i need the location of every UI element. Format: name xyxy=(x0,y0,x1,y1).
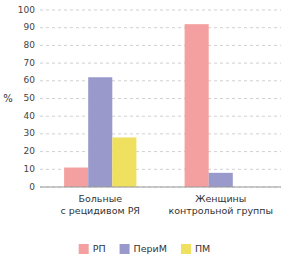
bar xyxy=(88,77,112,187)
grid-line xyxy=(40,133,281,134)
grid-line xyxy=(40,80,281,81)
grid-line xyxy=(40,45,281,46)
x-axis xyxy=(40,187,281,188)
bars xyxy=(64,24,233,187)
legend-swatch xyxy=(120,244,130,254)
y-tick-label: 20 xyxy=(24,146,36,156)
y-tick-label: 70 xyxy=(24,58,36,68)
y-axis-label: % xyxy=(3,93,13,104)
legend-swatch xyxy=(79,244,89,254)
legend-swatch xyxy=(181,244,191,254)
grid-line xyxy=(40,98,281,99)
y-tick-label: 50 xyxy=(24,93,36,103)
x-tick-label: Женщиныконтрольной группы xyxy=(168,193,273,216)
y-tick-label: 100 xyxy=(18,5,35,15)
legend-label: РП xyxy=(93,243,106,254)
y-tick-label: 60 xyxy=(24,75,36,85)
y-tick-label: 80 xyxy=(24,40,36,50)
bar xyxy=(112,137,136,187)
x-tick-label: Больныес рецидивом РЯ xyxy=(61,193,140,216)
grid-line xyxy=(40,151,281,152)
grid-line xyxy=(40,27,281,28)
grid-line xyxy=(40,63,281,64)
y-tick-label: 0 xyxy=(29,182,35,192)
y-tick-label: 90 xyxy=(24,22,36,32)
y-tick-label: 10 xyxy=(24,164,36,174)
legend: РП ПериМ ПМ xyxy=(79,243,211,255)
legend-label: ПМ xyxy=(195,243,210,254)
y-tick-label: 40 xyxy=(24,111,36,121)
bar xyxy=(209,173,233,187)
chart: 0 10 20 30 40 50 60 70 80 90 100% Больныес рецидиво… xyxy=(0,0,289,271)
grid xyxy=(40,10,281,187)
grid-line xyxy=(40,187,281,188)
bar xyxy=(64,168,88,187)
legend-label: ПериМ xyxy=(134,243,167,254)
bar xyxy=(185,24,209,187)
grid-line xyxy=(40,10,281,11)
y-tick-label: 30 xyxy=(24,128,36,138)
grid-line xyxy=(40,116,281,117)
